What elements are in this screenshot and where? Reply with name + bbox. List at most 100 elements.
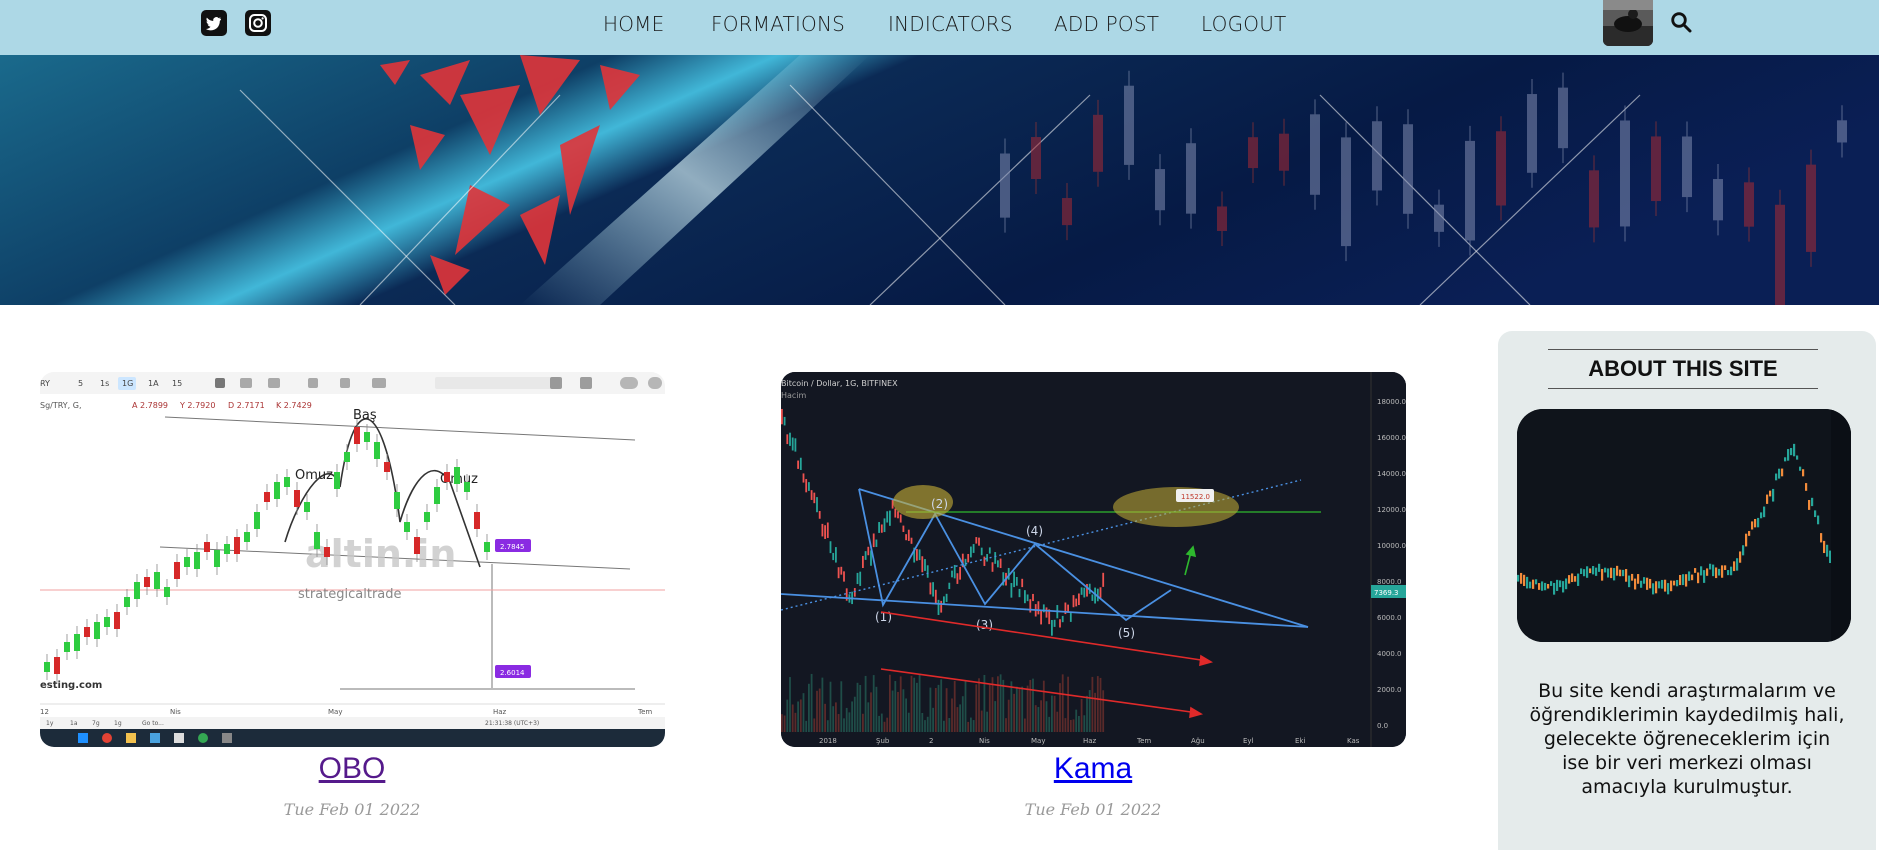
post-image-kama[interactable]: Bitcoin / Dollar, 1G, BITFINEX Hacim 180…: [781, 372, 1406, 747]
kama-volume-bar: [883, 721, 886, 732]
about-candle: [1550, 581, 1553, 586]
kama-candle: [829, 541, 832, 554]
kama-candle: [929, 582, 932, 595]
obo-candle: [474, 512, 480, 529]
about-candle: [1637, 574, 1640, 584]
kama-candle: [810, 490, 813, 500]
x-tick: Eyl: [1243, 737, 1254, 745]
hero-candle: [1558, 87, 1568, 149]
x-tick: 2: [929, 737, 933, 745]
nav-logout[interactable]: LOGOUT: [1201, 12, 1287, 36]
kama-volume-bar: [932, 707, 934, 732]
nav-home[interactable]: HOME: [603, 12, 665, 36]
kama-candle: [910, 537, 913, 544]
nav-indicators[interactable]: INDICATORS: [888, 12, 1013, 36]
wave-label: (2): [931, 497, 948, 511]
kama-candle: [835, 547, 837, 563]
chart-sub: Hacim: [781, 391, 807, 400]
hero-candle: [1744, 182, 1754, 227]
kama-volume-bar: [959, 704, 961, 732]
price-tag: 2.7845: [500, 543, 525, 551]
about-candle: [1541, 581, 1544, 591]
svg-text:RY: RY: [40, 379, 50, 388]
about-candle: [1640, 580, 1643, 588]
about-candle: [1826, 544, 1829, 557]
kama-candle: [978, 537, 980, 546]
post-title-kama[interactable]: Kama: [1053, 752, 1133, 785]
about-candle: [1679, 574, 1682, 586]
hero-candle: [1372, 121, 1382, 191]
kama-volume-bar: [1064, 718, 1067, 732]
hero-candle: [1279, 133, 1289, 171]
about-candle: [1760, 512, 1763, 519]
hero-candle: [1155, 169, 1165, 211]
kama-volume-bar: [1037, 707, 1040, 732]
top-navbar: HOME FORMATIONS INDICATORS ADD POST LOGO…: [0, 0, 1879, 55]
about-candle: [1736, 558, 1739, 571]
kama-volume-bar: [851, 701, 853, 732]
kama-volume-bar: [786, 699, 789, 732]
kama-volume-bar: [978, 678, 980, 732]
about-candle: [1661, 579, 1664, 589]
about-candle: [1526, 576, 1529, 589]
hero-candle: [1124, 85, 1134, 165]
kama-volume-bar: [934, 687, 937, 732]
about-candle: [1649, 578, 1652, 589]
about-candle: [1727, 570, 1730, 576]
kama-candle: [1042, 604, 1045, 613]
kama-candle: [988, 547, 991, 554]
kama-candle: [840, 566, 843, 575]
hero-candle: [1062, 198, 1072, 226]
kama-volume-bar: [845, 707, 848, 732]
x-tick: Tem: [1136, 737, 1151, 745]
kama-volume-bar: [940, 679, 943, 732]
x-tick: 12: [40, 708, 49, 716]
search-icon[interactable]: [1670, 11, 1692, 33]
about-candle: [1748, 531, 1751, 536]
kama-volume-bar: [826, 720, 829, 732]
about-candle: [1754, 518, 1757, 528]
kama-volume-bar: [897, 691, 899, 732]
obo-candle: [364, 432, 370, 442]
kama-volume-bar: [913, 677, 916, 732]
post-date-obo: Tue Feb 01 2022: [283, 800, 421, 819]
kama-volume-bar: [870, 692, 872, 732]
kama-candle: [1096, 588, 1099, 602]
nav-formations[interactable]: FORMATIONS: [711, 12, 846, 36]
about-candle: [1517, 574, 1520, 582]
about-title: ABOUT THIS SITE: [1548, 349, 1818, 389]
kama-candle: [980, 547, 983, 556]
about-candle: [1529, 581, 1532, 589]
kama-volume-bar: [791, 704, 794, 732]
kama-candle: [907, 529, 910, 541]
hero-candle: [1651, 136, 1661, 202]
about-candle: [1688, 571, 1691, 581]
target-label: 11522.0: [1181, 493, 1210, 501]
about-candle: [1670, 580, 1673, 592]
kama-candle: [878, 522, 880, 533]
kama-volume-bar: [997, 676, 999, 732]
kama-volume-bar: [1067, 676, 1069, 732]
instagram-icon[interactable]: [244, 9, 272, 37]
hero-candle: [1837, 120, 1847, 143]
twitter-icon[interactable]: [200, 9, 228, 37]
kama-candle: [1015, 576, 1018, 586]
kama-candle: [1094, 587, 1096, 604]
kama-volume-bar: [918, 673, 921, 732]
post-image-obo[interactable]: RY 5 1s 1G 1A 15 Sg/TRY, G, A 2.7899 Y 2…: [40, 372, 665, 747]
about-candle: [1580, 568, 1583, 575]
kama-candle: [983, 556, 986, 566]
kama-candle: [943, 596, 945, 605]
hero-candle: [1496, 131, 1506, 206]
nav-add-post[interactable]: ADD POST: [1054, 12, 1160, 36]
kama-candle: [970, 546, 972, 558]
about-candle: [1547, 583, 1550, 589]
user-avatar[interactable]: [1603, 0, 1653, 46]
about-candle: [1823, 540, 1826, 554]
about-candle: [1619, 569, 1622, 577]
obo-candle: [284, 477, 290, 487]
post-title-obo[interactable]: OBO: [318, 752, 386, 785]
chart-label-head: Baş: [353, 408, 377, 423]
obo-candle: [144, 577, 150, 587]
kama-volume-bar: [799, 699, 802, 732]
